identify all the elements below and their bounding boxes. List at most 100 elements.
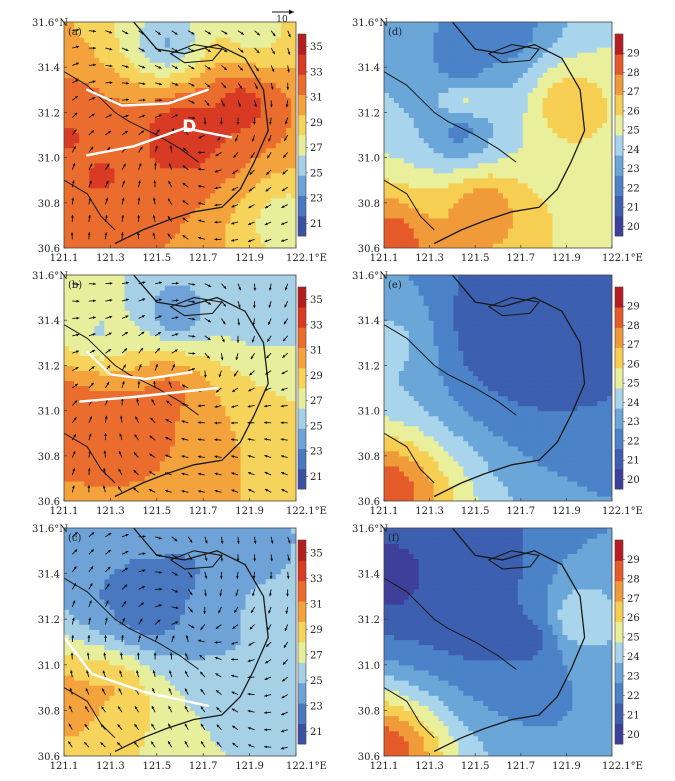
field-cell [542,192,549,199]
field-cell [109,152,116,159]
field-cell [104,495,110,501]
field-cell [423,67,430,73]
field-cell [169,72,176,78]
field-cell [220,177,226,184]
field-cell [280,137,287,144]
field-cell [84,202,90,209]
field-cell [483,32,489,38]
field-cell [507,227,514,234]
field-cell [89,77,95,83]
wind-arrow-head [288,34,291,38]
field-cell [552,212,559,219]
field-cell [433,87,440,93]
field-cell [290,67,296,73]
field-cell [542,107,549,113]
field-cell [159,152,166,159]
field-cell [285,127,292,134]
field-cell [443,57,450,63]
field-cell [79,47,85,53]
field-cell [245,475,252,482]
field-cell [567,117,573,124]
field-cell [577,242,583,248]
field-cell [265,72,272,78]
field-cell [74,182,80,189]
field-cell [423,162,430,169]
field-cell [408,202,415,209]
field-cell [493,192,499,199]
field-cell [94,222,100,229]
field-cell [413,182,420,189]
field-cell [255,47,262,53]
field-cell [468,157,474,164]
field-cell [537,87,544,93]
field-cell [488,212,494,219]
field-cell [567,207,573,214]
field-cell [89,97,95,103]
field-cell [89,232,95,239]
field-cell [572,92,578,98]
field-cell [403,167,410,174]
field-cell [220,117,226,124]
field-cell [587,37,593,43]
field-cell [493,182,499,189]
field-cell [255,242,262,248]
field-cell [483,82,489,88]
field-cell [64,192,70,199]
field-cell [235,212,242,219]
wind-arrow-head [219,121,223,125]
field-cell [507,127,514,134]
field-cell [134,242,141,248]
field-cell [577,202,583,209]
field-cell [185,212,191,219]
field-cell [180,42,186,48]
wind-arrow-head [183,129,187,133]
field-cell [408,212,415,219]
field-cell [270,72,277,78]
field-cell [265,207,272,214]
field-cell [94,107,100,113]
x-tick-label: 122.1°E [286,253,327,264]
field-cell [488,92,494,98]
field-cell [597,22,603,28]
field-cell [512,32,519,38]
field-cell [94,57,100,63]
field-cell [129,495,136,501]
field-cell [69,72,75,78]
field-cell [285,465,292,472]
field-cell [413,152,420,159]
wind-arrow-head [198,184,201,188]
field-cell [498,32,504,38]
field-cell [230,67,237,73]
field-cell [114,87,121,93]
field-cell [84,227,90,234]
field-cell [468,182,474,189]
field-cell [245,67,252,73]
field-cell [547,142,554,149]
field-cell [174,470,181,477]
field-cell [393,87,400,93]
field-cell [290,47,296,53]
field-cell [408,142,415,149]
field-cell [572,112,578,119]
field-cell [64,47,70,53]
field-cell [154,157,161,164]
field-cell [592,117,598,124]
field-cell [104,107,110,113]
field-cell [403,182,410,189]
field-cell [139,57,146,63]
field-cell [393,232,400,239]
field-cell [195,57,201,63]
field-cell [79,192,85,199]
field-cell [607,37,612,43]
field-cell [468,57,474,63]
field-cell [567,167,573,174]
field-cell [582,122,588,129]
field-cell [240,490,247,497]
field-cell [468,137,474,144]
field-cell [69,92,75,98]
field-cell [250,475,257,482]
field-cell [542,37,549,43]
field-cell [230,112,237,119]
field-cell [275,470,282,477]
field-cell [200,27,206,33]
